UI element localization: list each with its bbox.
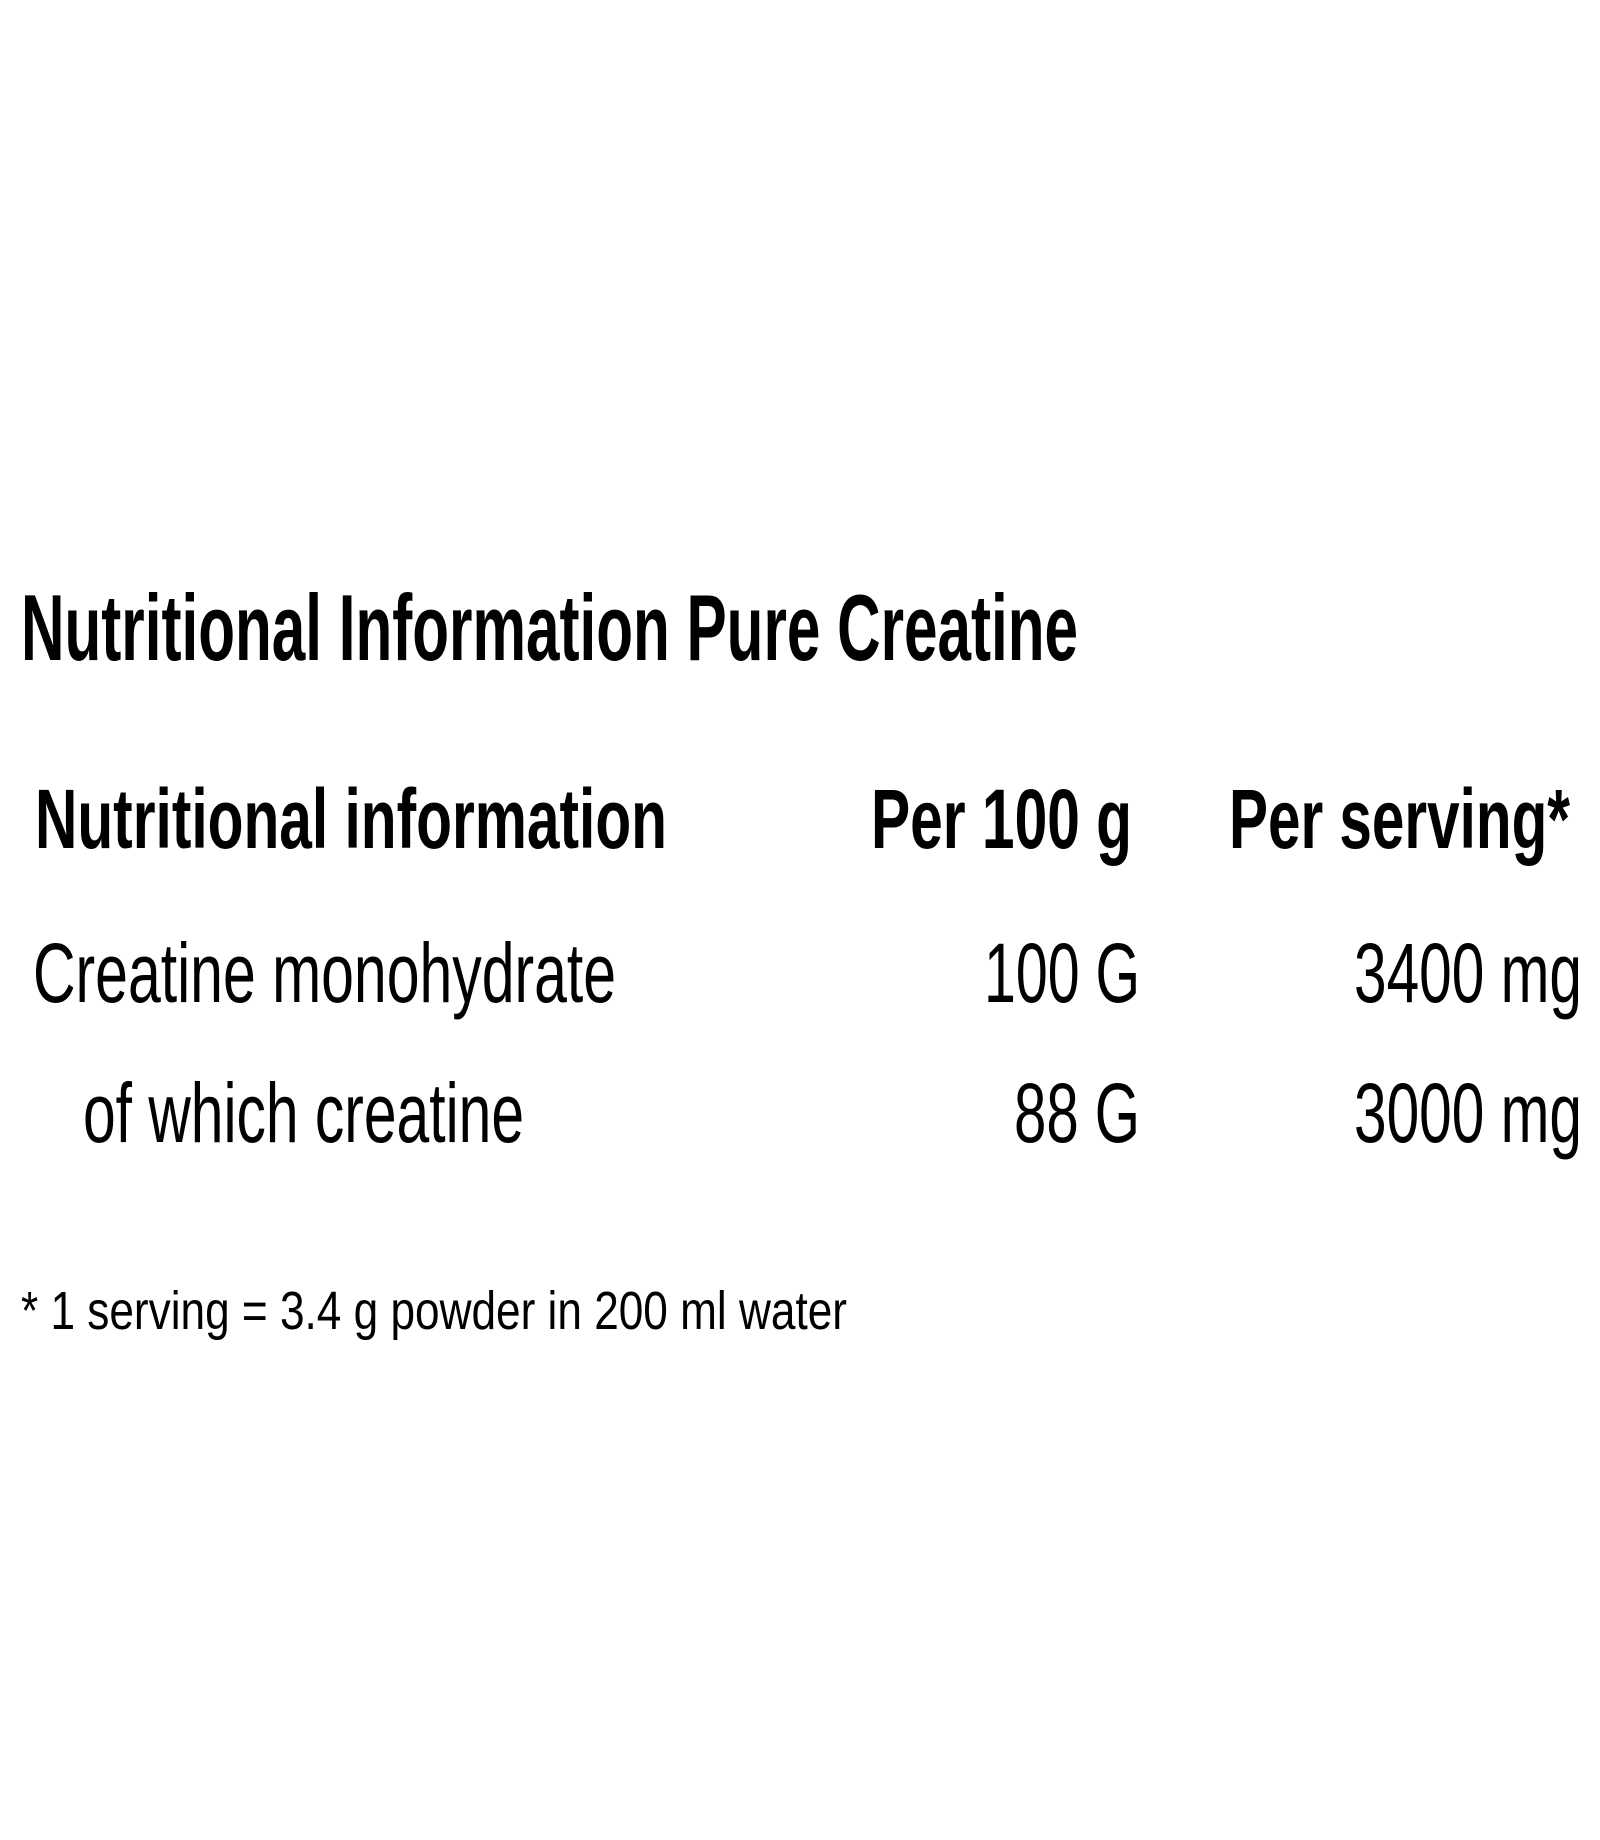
footnote: * 1 serving = 3.4 g powder in 200 ml wat… <box>21 1281 847 1342</box>
header-per-100g: Per 100 g <box>871 772 1132 867</box>
row-per-serving: 3400 mg <box>1354 926 1582 1021</box>
header-per-serving: Per serving* <box>1229 772 1570 867</box>
header-nutritional-information: Nutritional information <box>35 772 667 867</box>
row-per-serving: 3000 mg <box>1354 1066 1582 1161</box>
page-title: Nutritional Information Pure Creatine <box>21 575 1078 681</box>
row-label: Creatine monohydrate <box>33 926 616 1021</box>
row-label: of which creatine <box>83 1066 524 1161</box>
row-per-100g: 88 G <box>1014 1066 1140 1161</box>
row-per-100g: 100 G <box>984 926 1140 1021</box>
